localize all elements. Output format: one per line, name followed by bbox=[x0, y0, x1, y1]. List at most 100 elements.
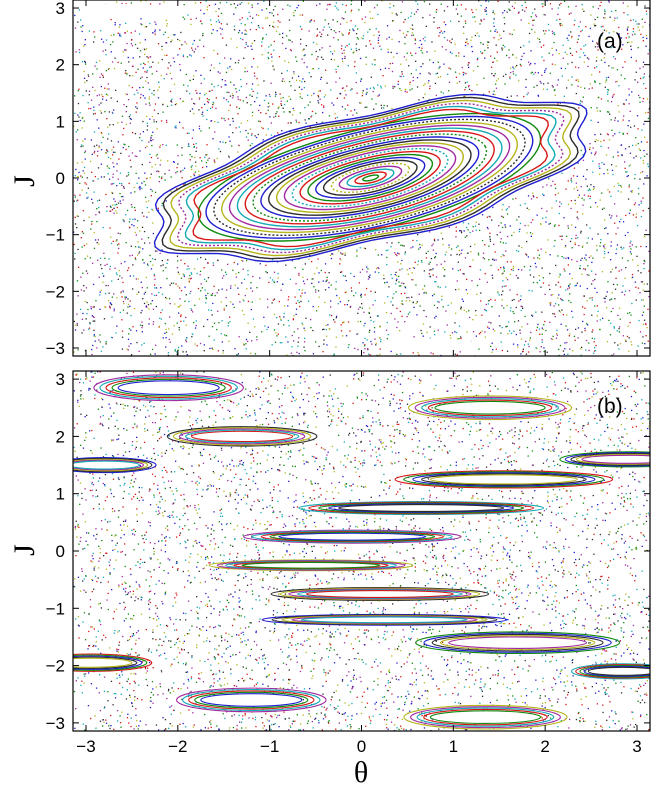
chaos-point bbox=[305, 122, 307, 124]
chaos-point bbox=[607, 172, 609, 175]
chaos-point bbox=[339, 93, 342, 95]
chaos-point bbox=[541, 339, 543, 341]
chaos-point bbox=[258, 26, 260, 29]
chaos-point bbox=[255, 136, 258, 139]
chaos-point bbox=[129, 694, 131, 696]
chaos-point bbox=[180, 290, 183, 292]
chaos-point bbox=[262, 38, 264, 40]
chaos-point bbox=[277, 469, 279, 471]
chaos-point bbox=[396, 14, 398, 16]
chaos-point bbox=[150, 590, 152, 592]
chaos-point bbox=[77, 215, 79, 217]
chaos-point bbox=[309, 21, 311, 23]
chaos-point bbox=[135, 330, 138, 332]
chaos-point bbox=[504, 224, 506, 226]
chaos-point bbox=[467, 43, 469, 45]
chaos-point bbox=[214, 3, 217, 5]
chaos-point bbox=[245, 33, 247, 35]
chaos-point bbox=[265, 271, 267, 273]
chaos-point bbox=[275, 616, 277, 618]
chaos-point bbox=[123, 186, 125, 188]
chaos-point bbox=[85, 192, 88, 194]
chaos-point bbox=[563, 268, 565, 270]
chaos-point bbox=[502, 44, 504, 46]
chaos-point bbox=[74, 258, 76, 260]
chaos-point bbox=[151, 300, 153, 302]
chaos-point bbox=[134, 682, 136, 684]
chaos-point bbox=[641, 299, 643, 301]
chaos-point bbox=[278, 300, 280, 303]
chaos-point bbox=[346, 114, 348, 116]
chaos-point bbox=[226, 1, 228, 4]
chaos-point bbox=[607, 89, 610, 91]
chaos-point bbox=[77, 129, 79, 131]
chaos-point bbox=[134, 30, 136, 32]
chaos-point bbox=[319, 90, 321, 92]
chaos-point bbox=[224, 334, 226, 336]
chaos-point bbox=[314, 557, 317, 559]
chaos-point bbox=[484, 273, 486, 275]
chaos-point bbox=[374, 63, 376, 66]
chaos-point bbox=[287, 341, 289, 343]
chaos-point bbox=[310, 116, 312, 118]
chaos-point bbox=[370, 43, 372, 45]
chaos-point bbox=[600, 26, 602, 28]
chaos-point bbox=[161, 534, 163, 536]
chaos-point bbox=[352, 114, 354, 116]
chaos-point bbox=[429, 85, 431, 87]
chaos-point bbox=[613, 185, 615, 188]
plot-area-b bbox=[73, 371, 650, 731]
chaos-point bbox=[310, 670, 312, 672]
chaos-point bbox=[286, 70, 288, 72]
chaos-point bbox=[492, 349, 494, 351]
chaos-point bbox=[517, 344, 519, 346]
chaos-point bbox=[458, 249, 460, 252]
chaos-point bbox=[645, 246, 647, 248]
chaos-point bbox=[480, 4, 482, 7]
chaos-point bbox=[395, 675, 397, 677]
chaos-point bbox=[623, 542, 625, 544]
chaos-point bbox=[611, 164, 613, 166]
chaos-point bbox=[190, 308, 192, 310]
chaos-point bbox=[433, 304, 436, 306]
chaos-point bbox=[134, 191, 136, 193]
chaos-point bbox=[77, 266, 80, 268]
chaos-point bbox=[313, 286, 315, 288]
chaos-point bbox=[602, 317, 604, 319]
chaos-point bbox=[424, 83, 426, 85]
chaos-point bbox=[415, 302, 417, 305]
chaos-point bbox=[575, 66, 577, 68]
chaos-point bbox=[344, 254, 346, 256]
chaos-point bbox=[203, 45, 205, 48]
chaos-point bbox=[242, 260, 244, 262]
chaos-point bbox=[279, 33, 281, 35]
chaos-point bbox=[571, 259, 573, 261]
chaos-point bbox=[605, 154, 608, 156]
chaos-point bbox=[85, 318, 87, 320]
chaos-point bbox=[460, 307, 462, 309]
chaos-point bbox=[556, 19, 558, 21]
chaos-point bbox=[269, 12, 271, 14]
chaos-point bbox=[140, 93, 142, 96]
chaos-point bbox=[139, 324, 142, 326]
chaos-point bbox=[359, 247, 361, 249]
chaos-point bbox=[645, 35, 648, 37]
chaos-point bbox=[614, 298, 616, 300]
chaos-point bbox=[355, 33, 358, 35]
chaos-point bbox=[544, 320, 546, 323]
chaos-point bbox=[92, 73, 94, 75]
chaos-point bbox=[414, 261, 416, 263]
chaos-point bbox=[530, 50, 532, 52]
chaos-point bbox=[350, 305, 352, 308]
chaos-point bbox=[196, 606, 198, 608]
chaos-point bbox=[85, 591, 87, 593]
chaos-point bbox=[199, 342, 202, 345]
chaos-point bbox=[648, 49, 650, 51]
chaos-point bbox=[511, 33, 513, 36]
chaos-point bbox=[112, 549, 114, 551]
chaos-point bbox=[163, 1, 165, 3]
chaos-point bbox=[542, 193, 544, 195]
chaos-point bbox=[559, 311, 562, 313]
chaos-point bbox=[347, 104, 349, 106]
chaos-point bbox=[147, 82, 149, 84]
